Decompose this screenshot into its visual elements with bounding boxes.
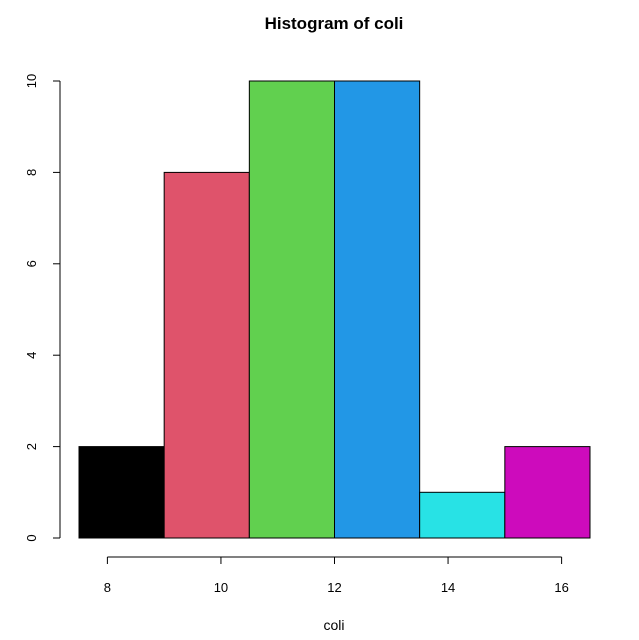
histogram-bar-5 <box>419 491 506 539</box>
y-tick-label: 8 <box>24 169 39 176</box>
x-tick-label: 14 <box>441 580 455 595</box>
y-tick-label: 2 <box>24 443 39 450</box>
histogram-bar-4 <box>334 80 421 539</box>
x-tick-label: 16 <box>554 580 568 595</box>
x-tick-label: 8 <box>104 580 111 595</box>
y-axis: 0 2 4 6 8 10 <box>24 74 61 542</box>
histogram-bar-3 <box>248 80 335 539</box>
histogram-bar-1 <box>78 446 165 539</box>
chart-title: Histogram of coli <box>265 14 404 33</box>
y-tick-label: 10 <box>24 74 39 88</box>
histogram-bar-6 <box>504 446 591 539</box>
x-axis: 8 10 12 14 16 <box>104 556 569 595</box>
y-tick-label: 4 <box>24 352 39 359</box>
histogram-bar-2 <box>163 171 250 539</box>
x-tick-label: 12 <box>327 580 341 595</box>
x-axis-label: coli <box>323 617 344 633</box>
y-tick-label: 0 <box>24 534 39 541</box>
x-tick-label: 10 <box>214 580 228 595</box>
y-tick-label: 6 <box>24 260 39 267</box>
bars-group <box>78 80 591 539</box>
